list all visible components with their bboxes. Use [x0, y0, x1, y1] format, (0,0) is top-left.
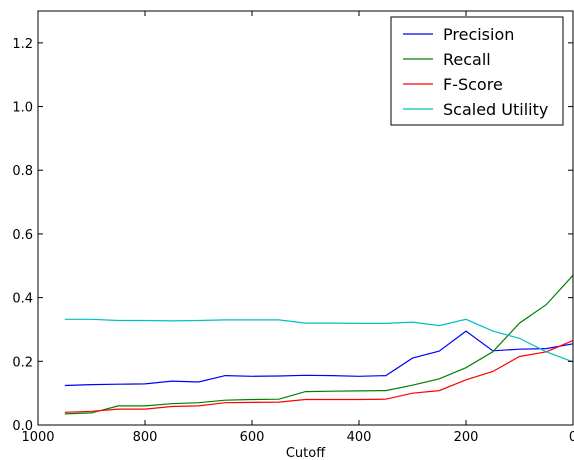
y-tick-label: 0.6: [12, 228, 33, 243]
x-tick-label: 400: [347, 430, 372, 445]
y-axis-ticks: 0.0 0.2 0.4 0.6 0.8 1.0 1.2: [12, 37, 573, 434]
y-tick-label: 1.0: [12, 101, 33, 116]
x-axis-label: Cutoff: [286, 446, 326, 460]
series-line-scaled-utility: [64, 318, 574, 363]
x-tick-label: 800: [133, 430, 158, 445]
x-tick-label: 1000: [21, 430, 54, 445]
legend-label: Precision: [443, 25, 514, 44]
x-tick-label: 0: [569, 430, 574, 445]
x-tick-label: 600: [240, 430, 265, 445]
legend: Precision Recall F-Score Scaled Utility: [390, 16, 564, 126]
plot-lines: [64, 274, 574, 415]
y-tick-label: 0.8: [12, 164, 33, 179]
legend-box: [390, 16, 564, 126]
y-tick-label: 0.2: [12, 355, 33, 370]
legend-label: Scaled Utility: [443, 100, 548, 119]
plot-frame: [37, 10, 574, 426]
y-tick-label: 1.2: [12, 37, 33, 52]
series-line-precision: [64, 330, 574, 387]
legend-label: Recall: [443, 50, 491, 69]
x-tick-label: 200: [454, 430, 479, 445]
series-line-recall: [64, 274, 574, 415]
series-line-f-score: [64, 340, 574, 413]
legend-label: F-Score: [443, 75, 503, 94]
x-axis-ticks: 1000 800 600 400 200 0: [21, 11, 574, 445]
y-tick-label: 0.0: [12, 419, 33, 434]
y-tick-label: 0.4: [12, 292, 33, 307]
